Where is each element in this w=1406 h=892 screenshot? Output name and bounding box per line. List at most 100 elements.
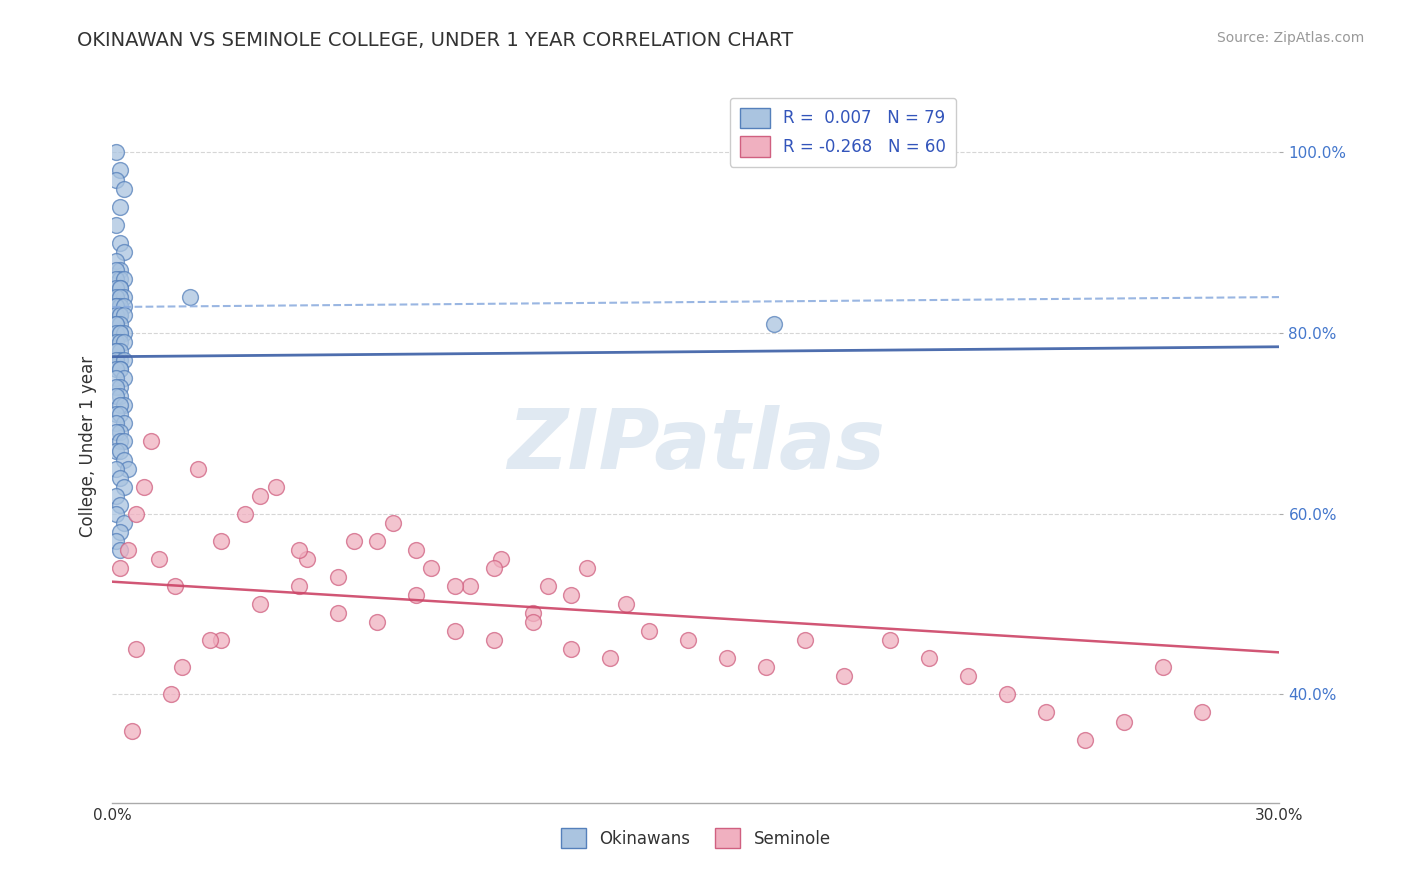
Point [105, 317, 128, 331]
Point [110, 470, 132, 484]
Point [112, 299, 135, 313]
Point [112, 181, 135, 195]
Point [110, 281, 132, 295]
Point [112, 417, 135, 431]
Point [482, 633, 505, 648]
Point [112, 480, 135, 494]
Point [105, 443, 128, 458]
Point [755, 660, 778, 674]
Point [105, 308, 128, 322]
Point [249, 597, 271, 611]
Point [105, 507, 128, 521]
Point [209, 533, 232, 548]
Point [112, 308, 135, 322]
Point [110, 308, 132, 322]
Point [112, 272, 135, 286]
Point [676, 633, 699, 648]
Point [117, 542, 139, 557]
Point [288, 542, 311, 557]
Point [105, 389, 128, 403]
Point [522, 615, 544, 629]
Point [1152, 660, 1174, 674]
Point [105, 172, 128, 186]
Point [105, 272, 128, 286]
Point [112, 452, 135, 467]
Point [110, 335, 132, 350]
Point [105, 263, 128, 277]
Point [443, 579, 465, 593]
Point [110, 542, 132, 557]
Point [125, 507, 148, 521]
Point [405, 542, 427, 557]
Point [110, 326, 132, 340]
Point [110, 434, 132, 449]
Text: Source: ZipAtlas.com: Source: ZipAtlas.com [1216, 31, 1364, 45]
Point [105, 335, 128, 350]
Point [112, 398, 135, 412]
Point [762, 317, 785, 331]
Point [187, 461, 209, 475]
Point [491, 552, 513, 566]
Point [148, 552, 170, 566]
Point [995, 687, 1018, 701]
Point [105, 281, 128, 295]
Point [105, 344, 128, 359]
Point [110, 263, 132, 277]
Point [405, 588, 427, 602]
Point [560, 642, 582, 657]
Point [105, 317, 128, 331]
Text: OKINAWAN VS SEMINOLE COLLEGE, UNDER 1 YEAR CORRELATION CHART: OKINAWAN VS SEMINOLE COLLEGE, UNDER 1 YE… [77, 31, 793, 50]
Point [105, 425, 128, 440]
Point [110, 398, 132, 412]
Point [172, 660, 194, 674]
Point [560, 588, 582, 602]
Point [112, 353, 135, 368]
Point [163, 579, 186, 593]
Point [381, 516, 404, 530]
Point [160, 687, 183, 701]
Point [105, 290, 128, 304]
Point [343, 533, 366, 548]
Point [614, 597, 637, 611]
Point [105, 461, 128, 475]
Point [249, 489, 271, 503]
Point [522, 606, 544, 620]
Point [1191, 706, 1213, 720]
Point [295, 552, 318, 566]
Point [110, 317, 132, 331]
Point [112, 335, 135, 350]
Point [110, 344, 132, 359]
Point [112, 371, 135, 385]
Point [105, 362, 128, 376]
Point [716, 651, 738, 665]
Point [1035, 706, 1057, 720]
Point [105, 380, 128, 394]
Point [110, 408, 132, 422]
Point [132, 480, 155, 494]
Point [110, 326, 132, 340]
Point [110, 163, 132, 178]
Point [482, 561, 505, 575]
Point [110, 200, 132, 214]
Point [326, 570, 349, 584]
Point [105, 353, 128, 368]
Point [110, 524, 132, 539]
Point [105, 218, 128, 232]
Point [125, 642, 148, 657]
Point [112, 290, 135, 304]
Point [112, 434, 135, 449]
Point [141, 434, 163, 449]
Point [112, 326, 135, 340]
Point [105, 326, 128, 340]
Point [326, 606, 349, 620]
Point [105, 344, 128, 359]
Point [179, 290, 201, 304]
Point [105, 489, 128, 503]
Point [110, 362, 132, 376]
Point [233, 507, 256, 521]
Point [110, 299, 132, 313]
Y-axis label: College, Under 1 year: College, Under 1 year [79, 355, 97, 537]
Point [918, 651, 941, 665]
Point [105, 299, 128, 313]
Point [105, 371, 128, 385]
